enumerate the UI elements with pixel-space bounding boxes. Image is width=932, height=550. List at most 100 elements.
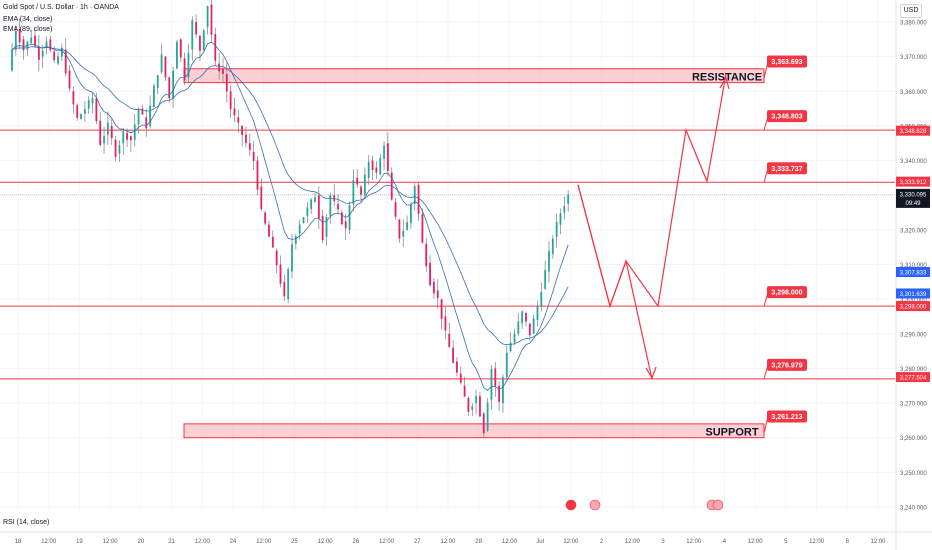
candle-body bbox=[463, 385, 466, 397]
x-tick-label: 24 bbox=[230, 539, 237, 545]
zones: RESISTANCE SUPPORT bbox=[183, 68, 765, 439]
x-tick-label: 5 bbox=[784, 539, 788, 545]
symbol-title: Gold Spot / U.S. Dollar · 1h · OANDA bbox=[3, 4, 119, 11]
lightning-icon[interactable] bbox=[565, 499, 577, 511]
candle-body bbox=[187, 53, 190, 78]
candle-body bbox=[156, 75, 159, 88]
candle-body bbox=[540, 292, 543, 307]
candle-body bbox=[505, 352, 508, 378]
candle-body bbox=[53, 51, 56, 61]
candle-body bbox=[559, 213, 562, 225]
candle-body bbox=[11, 49, 13, 71]
candle-body bbox=[479, 396, 481, 417]
x-tick-label: 8 bbox=[846, 539, 850, 545]
time-axis[interactable]: 18 12:00 19 12:00 20 21 12:00 24 12:00 25 12:00 26 1… bbox=[0, 531, 932, 545]
candle-body bbox=[95, 98, 98, 122]
candle-body bbox=[18, 28, 21, 43]
level-tag bbox=[767, 410, 807, 423]
candle-body bbox=[153, 85, 155, 107]
candle-body bbox=[179, 39, 182, 58]
us-flag-icon[interactable] bbox=[589, 499, 601, 511]
candle-body bbox=[475, 395, 478, 404]
candle-body bbox=[490, 369, 493, 400]
candle-body bbox=[160, 54, 163, 73]
candle-body bbox=[291, 244, 293, 272]
candle-body bbox=[467, 397, 470, 412]
candle-body bbox=[118, 145, 121, 154]
x-tick-label: 28 bbox=[475, 539, 482, 545]
candle-body bbox=[513, 333, 516, 343]
candle-body bbox=[567, 194, 570, 204]
candle-body bbox=[298, 224, 301, 234]
candle-body bbox=[114, 139, 117, 157]
candle-body bbox=[202, 30, 205, 50]
projection-path bbox=[577, 73, 730, 380]
candle-body bbox=[413, 186, 416, 204]
candle-body bbox=[375, 167, 378, 173]
y-tick-label: 3,370.000 bbox=[900, 55, 927, 61]
x-tick-label: 21 bbox=[168, 539, 175, 545]
candle-body bbox=[448, 333, 451, 348]
price-axis[interactable]: 3,380.0003,370.0003,360.0003,350.0003,34… bbox=[895, 0, 930, 550]
candle-body bbox=[563, 206, 566, 213]
axis-price-tag-label: 3,301.639 bbox=[900, 292, 927, 298]
candle-body bbox=[394, 202, 397, 217]
candle-body bbox=[225, 73, 228, 92]
candle-body bbox=[325, 217, 328, 237]
level-tag-label: 3,261.213 bbox=[771, 414, 802, 421]
axis-price-tag-label: 3,307.833 bbox=[900, 271, 927, 277]
current-price-value: 3,330.095 bbox=[900, 192, 927, 198]
candle-body bbox=[536, 306, 539, 320]
level-tags: 3,363.693 3,348.803 3,333.737 3,298.000 3,27… bbox=[763, 55, 807, 434]
candle-body bbox=[379, 158, 382, 175]
currency-button[interactable]: USD bbox=[900, 4, 922, 18]
event-icons[interactable] bbox=[565, 499, 724, 511]
key-levels bbox=[0, 129, 895, 380]
x-tick-label: 19 bbox=[76, 539, 83, 545]
candle-body bbox=[525, 313, 527, 322]
level-tag bbox=[767, 162, 807, 175]
x-tick-label: 20 bbox=[138, 539, 145, 545]
x-tick-label: 12:00 bbox=[440, 539, 456, 545]
candle-body bbox=[37, 46, 40, 60]
candle-body bbox=[548, 250, 550, 272]
x-tick-label: 4 bbox=[723, 539, 727, 545]
axis-price-tag-label: 3,348.628 bbox=[900, 129, 927, 135]
candle-body bbox=[91, 98, 94, 104]
candle-body bbox=[402, 230, 405, 237]
x-tick-label: 12:00 bbox=[502, 539, 518, 545]
resistance-label: RESISTANCE bbox=[692, 72, 762, 84]
x-tick-label: 12:00 bbox=[103, 539, 119, 545]
ema-lines bbox=[11, 41, 569, 391]
candle-body bbox=[482, 413, 485, 434]
candle-body bbox=[271, 236, 274, 248]
candle-body bbox=[425, 243, 428, 267]
candle-body bbox=[517, 321, 520, 334]
resistance-zone bbox=[183, 68, 765, 84]
candle-body bbox=[45, 41, 48, 48]
candle-body bbox=[60, 47, 63, 57]
candle-body bbox=[421, 214, 424, 243]
axis-price-tag-label: 3,298.000 bbox=[900, 305, 927, 311]
x-tick-label: 12:00 bbox=[256, 539, 272, 545]
candle-body bbox=[456, 361, 458, 373]
candle-body bbox=[76, 105, 79, 118]
candle-body bbox=[133, 124, 136, 140]
y-tick-label: 3,240.000 bbox=[900, 506, 927, 512]
candle-body bbox=[544, 270, 547, 289]
candle-body bbox=[68, 70, 71, 89]
candle-body bbox=[30, 37, 33, 43]
axis-price-tag bbox=[896, 301, 930, 312]
candle-body bbox=[459, 373, 462, 383]
axis-price-tag bbox=[896, 288, 930, 299]
candle-body bbox=[344, 221, 347, 229]
candle-body bbox=[555, 221, 558, 237]
candle-body bbox=[433, 281, 435, 294]
us-flag-icon[interactable] bbox=[712, 499, 724, 511]
candle-body bbox=[110, 125, 113, 139]
candle-body bbox=[410, 204, 412, 223]
y-tick-label: 3,320.000 bbox=[900, 228, 927, 234]
x-tick-label: 2 bbox=[600, 539, 604, 545]
y-tick-label: 3,300.000 bbox=[900, 298, 927, 304]
